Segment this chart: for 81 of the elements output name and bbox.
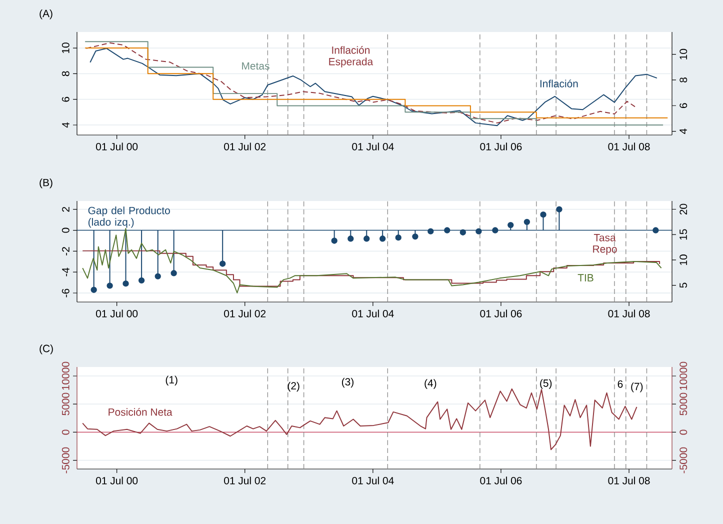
point bbox=[508, 222, 514, 228]
point bbox=[348, 236, 354, 242]
y-tick-label: 10 bbox=[62, 42, 70, 54]
y2-tick-label: 4 bbox=[680, 128, 687, 134]
x-tick-label: 01 Jul 00 bbox=[96, 310, 138, 318]
y-tick-label: 4 bbox=[62, 122, 70, 128]
y2-tick-label: 0 bbox=[680, 430, 688, 435]
annotation: (5) bbox=[540, 379, 552, 389]
x-tick-label: 01 Jul 04 bbox=[352, 476, 394, 484]
point bbox=[138, 277, 145, 284]
series-label: Posición Neta bbox=[108, 408, 172, 416]
x-tick-label: 01 Jul 04 bbox=[352, 310, 394, 318]
y-tick-label: 0 bbox=[62, 228, 70, 233]
y2-tick-label: 20 bbox=[680, 204, 688, 215]
series-label: Tasa Repo bbox=[593, 234, 617, 255]
y2-tick-label: 10000 bbox=[680, 362, 688, 390]
chart-title: (B) bbox=[40, 178, 52, 188]
y2-tick-label: 15 bbox=[680, 229, 687, 240]
point bbox=[379, 236, 386, 242]
annotation: (3) bbox=[342, 378, 354, 388]
annotation: (1) bbox=[166, 376, 178, 386]
point bbox=[428, 228, 434, 234]
x-tick-label: 01 Jul 06 bbox=[480, 142, 522, 150]
x-tick-label: 01 Jul 02 bbox=[224, 310, 266, 318]
point bbox=[90, 286, 97, 293]
text: Metas bbox=[242, 62, 270, 70]
y2-tick-label: 10 bbox=[680, 254, 688, 265]
point bbox=[476, 228, 482, 234]
point bbox=[364, 236, 370, 242]
point bbox=[170, 270, 177, 276]
series-label: TIB bbox=[578, 274, 594, 282]
point bbox=[395, 234, 402, 241]
line-series bbox=[82, 228, 662, 294]
series-label: Inflación bbox=[540, 80, 578, 88]
annotation: (2) bbox=[288, 382, 300, 392]
x-tick-label: 01 Jul 04 bbox=[352, 142, 394, 150]
y2-tick-label: 8 bbox=[680, 78, 688, 82]
text: Gap del Producto (lado izq.) bbox=[88, 206, 170, 228]
point bbox=[524, 218, 530, 225]
x-tick-label: 01 Jul 06 bbox=[480, 310, 522, 318]
x-tick-label: 01 Jul 08 bbox=[608, 476, 650, 484]
chart-title: (A) bbox=[40, 9, 52, 20]
point bbox=[460, 229, 466, 236]
annotation: (7) bbox=[631, 382, 643, 392]
y-tick-label: 6 bbox=[62, 96, 70, 102]
y-tick-label: 0 bbox=[62, 430, 70, 435]
y2-tick-label: 5 bbox=[680, 282, 687, 288]
point bbox=[652, 227, 659, 234]
y-tick-label: -6 bbox=[62, 288, 70, 298]
point bbox=[412, 233, 418, 240]
x-tick-label: 01 Jul 02 bbox=[224, 142, 266, 150]
y-tick-label: 8 bbox=[62, 71, 70, 76]
point bbox=[444, 227, 450, 234]
x-tick-label: 01 Jul 00 bbox=[96, 142, 138, 150]
x-tick-label: 01 Jul 08 bbox=[608, 142, 650, 150]
point bbox=[154, 273, 161, 280]
y-tick-label: -5000 bbox=[62, 447, 70, 474]
point bbox=[331, 238, 338, 244]
annotation: (4) bbox=[424, 379, 436, 389]
point bbox=[556, 206, 562, 212]
y-tick-label: -4 bbox=[62, 268, 70, 276]
x-tick-label: 01 Jul 00 bbox=[96, 476, 138, 484]
y2-tick-label: 6 bbox=[680, 103, 688, 108]
chart-title: (C) bbox=[40, 344, 53, 354]
point bbox=[540, 211, 546, 218]
annotation: 6 bbox=[618, 380, 623, 388]
y-tick-label: 5000 bbox=[62, 392, 70, 416]
y2-tick-label: -5000 bbox=[680, 447, 688, 474]
x-tick-label: 01 Jul 06 bbox=[480, 476, 522, 484]
y-tick-label: 10000 bbox=[62, 362, 70, 390]
y-tick-label: 2 bbox=[62, 206, 70, 212]
y-tick-label: -2 bbox=[62, 247, 70, 256]
point bbox=[220, 260, 226, 267]
point bbox=[106, 282, 113, 289]
point bbox=[492, 227, 498, 234]
y2-tick-label: 5000 bbox=[680, 392, 688, 416]
y2-tick-label: 10 bbox=[680, 48, 688, 60]
x-tick-label: 01 Jul 02 bbox=[224, 476, 266, 484]
text: Inflación Esperada bbox=[329, 46, 374, 68]
x-tick-label: 01 Jul 08 bbox=[608, 310, 650, 318]
point bbox=[122, 280, 129, 287]
